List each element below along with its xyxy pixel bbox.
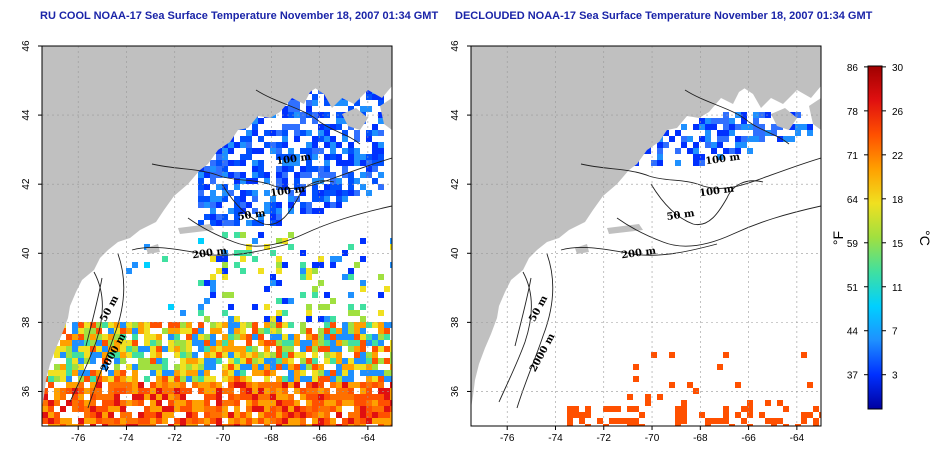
left-contour-label: 100 m — [276, 152, 313, 168]
left-bathymetry-contours — [69, 89, 392, 409]
right-map-panel: -76 -74 -72 -70 -68 -66 -64 46 44 42 40 38 36 100 m 1… — [450, 40, 822, 444]
colorbar-celsius-tick: 18 — [892, 195, 904, 206]
left-panel-title: RU COOL NOAA-17 Sea Surface Temperature … — [40, 10, 439, 22]
right-lon-tick-label: -72 — [597, 433, 612, 444]
right-land-mass — [471, 46, 821, 408]
right-lat-tick-label: 42 — [450, 178, 461, 190]
right-graticule — [471, 46, 821, 426]
right-axis-ticks: -76 -74 -72 -70 -68 -66 -64 46 44 42 40 38 36 — [450, 40, 805, 444]
colorbar-fahrenheit-tick: 78 — [847, 107, 859, 118]
right-lon-tick-label: -66 — [741, 433, 756, 444]
left-lon-tick-label: -68 — [264, 433, 279, 444]
colorbar-fahrenheit-tick: 64 — [847, 195, 859, 206]
right-lon-tick-label: -68 — [693, 433, 708, 444]
left-lon-tick-label: -70 — [216, 433, 231, 444]
left-lon-tick-label: -74 — [119, 433, 134, 444]
right-contour-label: 200 m — [621, 246, 658, 262]
colorbar-celsius-tick: 15 — [892, 239, 904, 250]
colorbar-celsius-tick: 26 — [892, 107, 904, 118]
right-lat-tick-label: 38 — [450, 316, 461, 328]
left-lat-tick-label: 40 — [21, 247, 32, 259]
right-lat-tick-label: 46 — [450, 40, 461, 52]
fahrenheit-unit-label: °F — [830, 231, 846, 245]
left-contour-label: 100 m — [270, 184, 307, 200]
right-contour-label: 50 m — [666, 208, 696, 223]
colorbar-fahrenheit-tick: 44 — [847, 327, 859, 338]
temperature-colorbar: 86 30 78 26 71 22 64 18 59 15 51 11 44 7 37 3 °F °C — [830, 63, 933, 410]
right-lat-tick-label: 40 — [450, 247, 461, 259]
left-lat-tick-label: 38 — [21, 316, 32, 328]
right-lat-tick-label: 36 — [450, 385, 461, 397]
left-lat-tick-label: 46 — [21, 40, 32, 52]
colorbar-celsius-tick: 3 — [892, 371, 898, 382]
right-contour-label: 100 m — [705, 152, 742, 168]
left-axis-ticks: -76 -74 -72 -70 -68 -66 -64 46 44 42 40 38 36 — [21, 40, 376, 444]
colorbar-fahrenheit-tick: 86 — [847, 63, 859, 74]
colorbar-fahrenheit-tick: 37 — [847, 371, 859, 382]
colorbar-gradient — [867, 65, 883, 410]
colorbar-fahrenheit-tick: 71 — [847, 151, 859, 162]
left-lat-tick-label: 36 — [21, 385, 32, 397]
left-map-frame — [41, 45, 393, 427]
left-lat-tick-label: 44 — [21, 109, 32, 121]
celsius-unit-label: °C — [917, 230, 933, 246]
right-lon-tick-label: -64 — [790, 433, 805, 444]
right-lon-tick-label: -76 — [500, 433, 515, 444]
colorbar-celsius-tick: 11 — [892, 283, 903, 294]
right-panel-title: DECLOUDED NOAA-17 Sea Surface Temperatur… — [455, 10, 873, 22]
colorbar-ticks: 86 30 78 26 71 22 64 18 59 15 51 11 44 7 37 3 — [847, 63, 904, 382]
left-map-panel: -76 -74 -72 -70 -68 -66 -64 46 44 42 40 38 36 100 m 1… — [21, 40, 393, 444]
right-map-frame — [470, 45, 822, 427]
colorbar-fahrenheit-tick: 59 — [847, 239, 859, 250]
colorbar-celsius-tick: 7 — [892, 327, 898, 338]
left-lon-tick-label: -72 — [168, 433, 183, 444]
left-lon-tick-label: -66 — [312, 433, 327, 444]
left-lon-tick-label: -76 — [71, 433, 86, 444]
left-contour-label: 50 m — [237, 208, 267, 223]
left-land-mass — [42, 46, 392, 408]
colorbar-celsius-tick: 30 — [892, 63, 904, 74]
right-contour-label: 100 m — [699, 184, 736, 200]
left-lat-tick-label: 42 — [21, 178, 32, 190]
colorbar-celsius-tick: 22 — [892, 151, 904, 162]
right-lat-tick-label: 44 — [450, 109, 461, 121]
right-lon-tick-label: -74 — [548, 433, 563, 444]
right-bathymetry-contours — [498, 89, 821, 409]
left-contour-label: 200 m — [192, 246, 229, 262]
colorbar-fahrenheit-tick: 51 — [847, 283, 859, 294]
right-lon-tick-label: -70 — [645, 433, 660, 444]
left-graticule — [42, 46, 392, 426]
left-lon-tick-label: -64 — [361, 433, 376, 444]
